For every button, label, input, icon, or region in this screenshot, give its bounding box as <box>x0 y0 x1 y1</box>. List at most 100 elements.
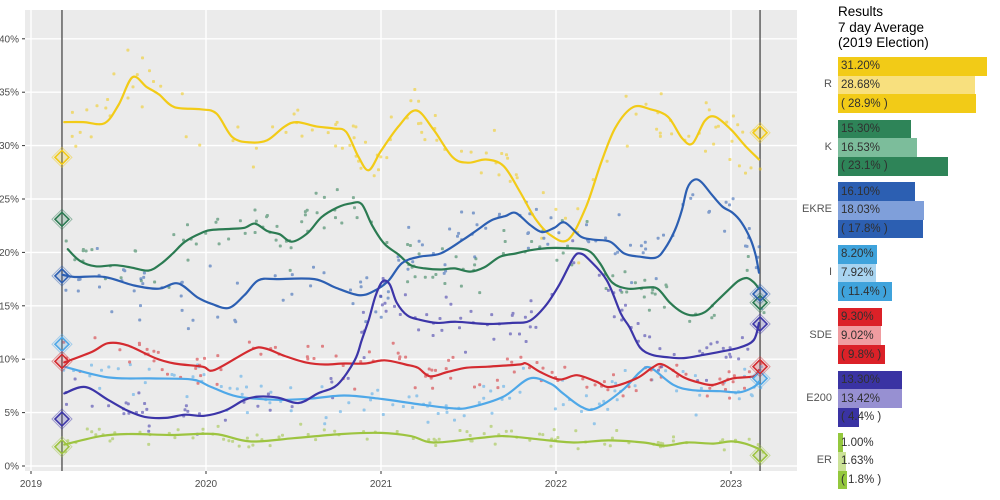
legend-value-ER-result-2023: 1.00% <box>841 436 874 449</box>
poll-point <box>610 380 614 384</box>
poll-point <box>614 381 618 385</box>
poll-point <box>219 368 223 372</box>
poll-point <box>359 285 363 289</box>
poll-point <box>338 410 342 414</box>
poll-point <box>281 298 285 302</box>
poll-point <box>556 436 560 439</box>
poll-point <box>681 370 685 373</box>
poll-point <box>658 347 662 351</box>
legend-group-I: I 8.20% 7.92% ( 11.4% ) <box>800 245 1000 302</box>
marker-2023-SDE-halo <box>749 355 771 378</box>
poll-point <box>160 368 164 372</box>
y-tick-label-30: 30% <box>0 141 19 152</box>
poll-point <box>107 404 111 408</box>
y-tick-label-10: 10% <box>0 355 19 366</box>
poll-point <box>708 386 712 390</box>
y-tick-label-40: 40% <box>0 34 19 45</box>
poll-point <box>238 219 242 223</box>
poll-point <box>502 384 506 388</box>
axes: 0% 5% 10% 15% 20% 25% 30% 35% 40% 2019 2020 2021 202… <box>0 34 743 490</box>
poll-point <box>411 260 415 264</box>
legend-party-label-SDE: SDE <box>809 328 832 341</box>
poll-point <box>430 368 434 372</box>
legend-bar-K-result-2023: 15.30% <box>838 119 912 139</box>
poll-point <box>128 363 132 367</box>
poll-point <box>269 390 273 394</box>
poll-point <box>300 220 304 224</box>
poll-point <box>549 216 553 220</box>
poll-point <box>191 375 195 379</box>
poll-point <box>704 101 708 105</box>
poll-point <box>321 344 324 348</box>
poll-point <box>274 238 278 242</box>
poll-point <box>541 366 545 370</box>
poll-point <box>191 436 195 440</box>
poll-point <box>273 345 277 349</box>
poll-point <box>110 310 114 314</box>
poll-point <box>184 135 188 139</box>
poll-point <box>723 229 727 233</box>
poll-point <box>349 288 352 292</box>
poll-point <box>137 341 141 345</box>
poll-point <box>351 196 355 200</box>
poll-point <box>510 429 513 433</box>
poll-point <box>541 191 545 195</box>
poll-point <box>397 258 401 262</box>
poll-point <box>76 289 80 293</box>
poll-point <box>214 220 218 224</box>
poll-point <box>557 231 561 235</box>
poll-point <box>715 340 719 344</box>
legend-party-label-K: K <box>824 140 832 153</box>
poll-point <box>417 252 421 256</box>
poll-point <box>737 357 741 361</box>
poll-point <box>712 313 716 317</box>
poll-point <box>643 278 647 282</box>
poll-point <box>81 249 85 253</box>
poll-point <box>705 346 709 350</box>
poll-point <box>362 408 366 412</box>
poll-point <box>449 302 453 306</box>
poll-point <box>425 313 429 317</box>
poll-point <box>362 356 366 360</box>
legend-value-E200-election-2019: ( 4.4% ) <box>841 411 882 424</box>
poll-point <box>374 310 378 314</box>
trend-line-R <box>63 75 761 243</box>
poll-point <box>359 280 363 284</box>
x-tick-label-2021: 2021 <box>370 479 393 490</box>
poll-point <box>299 422 303 426</box>
legend-bar-E200-avg-7day: 13.42% <box>838 389 903 408</box>
legend-bar-I-result-2023: 8.20% <box>838 245 878 264</box>
poll-point <box>484 151 488 155</box>
x-tick-label-2019: 2019 <box>20 479 43 490</box>
poll-point <box>275 224 279 228</box>
poll-point <box>490 411 494 415</box>
poll-point <box>131 85 135 89</box>
poll-point <box>489 424 493 428</box>
poll-point <box>496 386 500 390</box>
poll-point <box>434 368 437 372</box>
poll-point <box>643 334 647 338</box>
poll-point <box>581 377 585 381</box>
poll-point <box>426 420 430 424</box>
poll-point <box>650 291 654 295</box>
legend-party-groups: R 31.20% 28.68% ( 28.9% ) K 15.30% 16.53% ( 23.… <box>800 0 1000 500</box>
poll-point <box>141 410 144 414</box>
poll-point <box>322 428 326 432</box>
poll-point <box>227 439 231 443</box>
poll-point <box>546 242 550 246</box>
scatter-I <box>62 363 763 426</box>
poll-point <box>660 365 664 369</box>
poll-point <box>566 244 570 248</box>
poll-point <box>135 73 139 77</box>
poll-point <box>506 156 510 160</box>
legend-value-I-result-2023: 8.20% <box>841 248 874 261</box>
poll-point <box>182 238 185 242</box>
poll-point <box>70 134 74 138</box>
poll-point <box>159 84 163 88</box>
legend-value-ER-avg-7day: 1.63% <box>841 455 874 468</box>
poll-point <box>718 377 722 381</box>
poll-point <box>78 130 82 134</box>
poll-point <box>746 255 750 258</box>
poll-point <box>292 112 296 116</box>
poll-point <box>538 432 542 436</box>
